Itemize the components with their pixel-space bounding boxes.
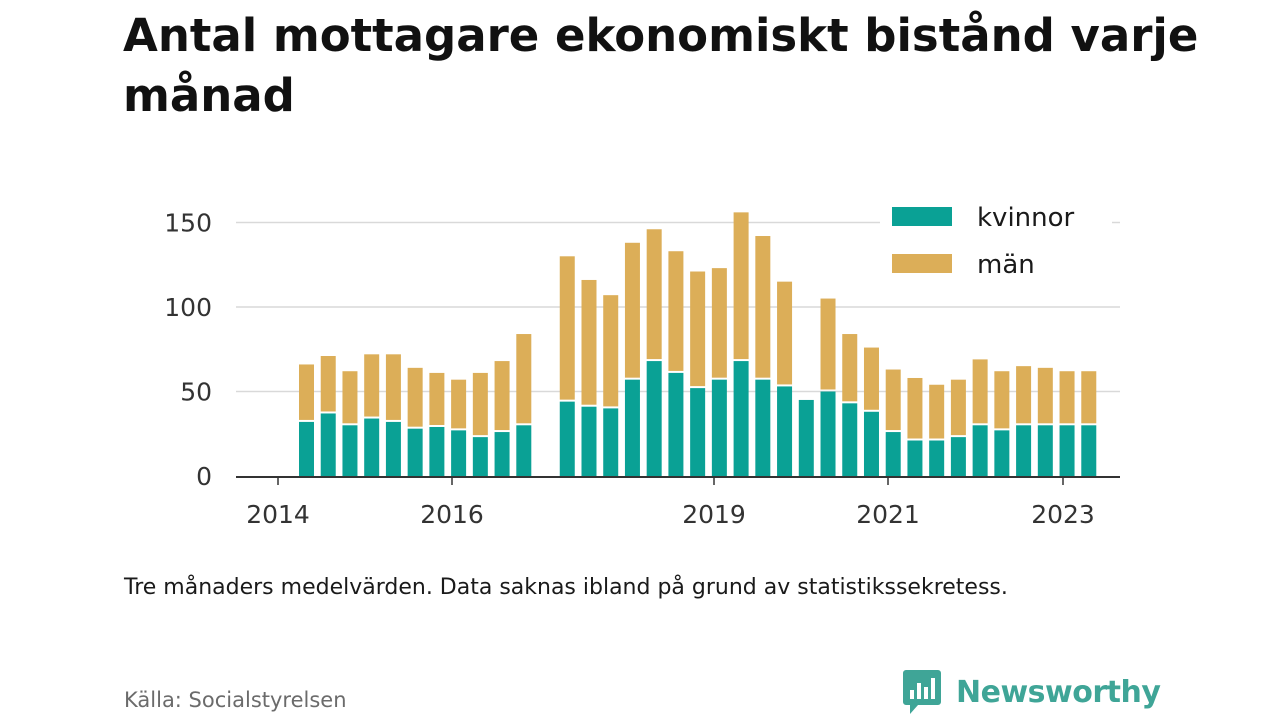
bar-man [950,379,966,436]
brand-logo: Newsworthy [902,668,1161,716]
bar-kvinnor [711,379,727,476]
bar-kvinnor [516,425,532,476]
newsworthy-logo-icon [903,670,941,714]
bar-kvinnor [299,421,314,476]
bar-man [603,295,619,407]
bar-man [907,377,923,439]
bar-man [581,279,597,405]
x-axis-tick-labels: 2014 2016 2019 2021 2023 [246,477,1095,529]
bar-kvinnor [559,401,575,476]
bar-man [1081,371,1097,424]
bar-kvinnor [624,379,640,476]
bar-man [299,364,314,420]
bar-man [863,347,879,410]
bar-man [364,354,380,417]
bar-man [451,379,467,429]
bar-kvinnor [820,391,836,476]
bars [299,212,1097,476]
bar-kvinnor [472,437,488,476]
brand-name: Newsworthy [956,674,1161,710]
legend-swatch [892,207,952,226]
bar-man [320,356,336,412]
bar-man [559,256,575,400]
chart-note: Tre månaders medelvärden. Data saknas ib… [124,575,1008,600]
legend-label: män [977,250,1035,280]
bar-man [646,229,662,360]
bar-man [1037,367,1053,424]
bar-man [624,242,640,378]
bar-kvinnor [342,425,358,476]
bar-kvinnor [494,432,510,476]
x-tick-label: 2016 [420,500,484,529]
bar-man [494,361,510,431]
bar-man [929,384,945,439]
bar-kvinnor [1081,425,1097,476]
bar-kvinnor [364,418,380,476]
source-credit: Källa: Socialstyrelsen [124,688,347,712]
y-tick-label: 150 [164,209,212,238]
bar-kvinnor [755,379,771,476]
bar-kvinnor [733,361,749,476]
bar-man [429,372,445,425]
legend: kvinnor män [880,198,1112,286]
bar-man [385,354,401,420]
bar-man [1016,366,1032,424]
bar-kvinnor [777,386,793,476]
y-axis-tick-labels: 0 50 100 150 [164,209,212,492]
x-tick-label: 2014 [246,500,310,529]
bar-kvinnor [385,421,401,476]
bar-man [972,359,988,424]
bar-kvinnor [320,413,336,476]
x-tick-label: 2021 [856,500,920,529]
bar-man [820,298,836,390]
y-tick-label: 50 [180,378,212,407]
bar-man [755,236,771,378]
bar-kvinnor [842,403,858,476]
bar-kvinnor [429,426,445,476]
bar-kvinnor [1037,425,1053,476]
bar-man [777,281,793,385]
bar-kvinnor [690,388,706,476]
bar-kvinnor [885,432,901,476]
bar-man [472,372,488,436]
bar-kvinnor [929,440,945,476]
bar-kvinnor [668,372,684,476]
bar-kvinnor [581,406,597,476]
bar-man [690,271,706,387]
bar-kvinnor [603,408,619,476]
x-tick-label: 2023 [1031,500,1095,529]
bar-man [733,212,749,360]
chart-title: Antal mottagare ekonomiskt bistånd varje… [123,9,1199,122]
bar-man [842,334,858,402]
bar-kvinnor [863,411,879,476]
bar-kvinnor [646,361,662,476]
bar-kvinnor [972,425,988,476]
bar-kvinnor [994,430,1010,476]
bar-man [885,369,901,431]
bar-man [342,371,358,424]
x-tick-label: 2019 [682,500,746,529]
bar-man [1059,371,1075,424]
bar-kvinnor [451,430,467,476]
bar-man [668,251,684,371]
bar-kvinnor [950,437,966,476]
bar-man [516,334,532,424]
y-tick-label: 100 [164,293,212,322]
legend-label: kvinnor [977,203,1075,233]
legend-swatch [892,254,952,273]
bar-kvinnor [1016,425,1032,476]
bar-kvinnor [798,399,814,476]
bar-man [711,268,727,378]
bar-kvinnor [1059,425,1075,476]
bar-man [994,371,1010,429]
bar-man [407,367,423,427]
bar-kvinnor [907,440,923,476]
y-tick-label: 0 [196,462,212,491]
bar-kvinnor [407,428,423,476]
